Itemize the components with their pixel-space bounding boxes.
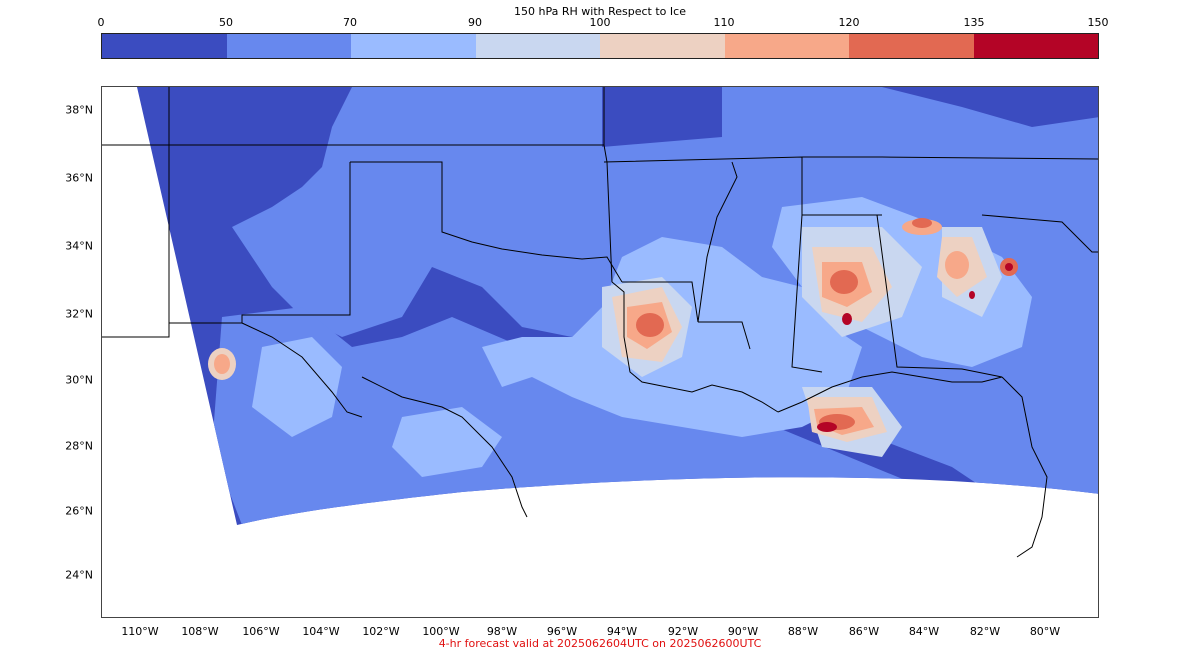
colorbar-segment-6	[849, 34, 974, 58]
lat-label: 30°N	[65, 373, 93, 387]
lon-label: 84°W	[908, 625, 940, 638]
lat-label: 32°N	[65, 307, 93, 321]
colorbar-segment-4	[600, 34, 725, 58]
lon-label: 94°W	[606, 625, 638, 638]
colorbar-segment-0	[102, 34, 227, 58]
state-border	[981, 214, 1098, 253]
lon-label: 92°W	[667, 625, 699, 638]
colorbar-tick-label: 100	[589, 16, 611, 29]
state-border	[802, 156, 1098, 160]
lon-label: 100°W	[422, 625, 460, 638]
state-border	[876, 214, 1003, 378]
state-border	[241, 322, 363, 418]
colorbar-segment-7	[973, 34, 1098, 58]
state-border	[698, 321, 751, 350]
colorbar-tick-label: 120	[838, 16, 860, 29]
coastline	[1001, 376, 1048, 558]
coastline	[611, 281, 779, 413]
state-border	[791, 214, 823, 373]
map-title: 150 hPa RH with Respect to Ice	[514, 5, 686, 18]
colorbar-tick-label: 90	[468, 16, 482, 29]
colorbar-tick-label: 0	[97, 16, 105, 29]
lat-label: 34°N	[65, 239, 93, 253]
rh-field	[137, 87, 1098, 525]
lon-label: 80°W	[1029, 625, 1061, 638]
rh-map	[102, 87, 1098, 558]
state-border	[697, 161, 738, 323]
coastline	[361, 376, 528, 518]
colorbar-segment-5	[724, 34, 849, 58]
lon-label: 82°W	[969, 625, 1001, 638]
colorbar-segment-2	[351, 34, 476, 58]
lon-label: 106°W	[242, 625, 280, 638]
boundaries	[102, 87, 1098, 558]
lat-label: 24°N	[65, 568, 93, 582]
colorbar-segment-1	[226, 34, 351, 58]
lon-label: 108°W	[181, 625, 219, 638]
lon-label: 102°W	[362, 625, 400, 638]
lat-label: 38°N	[65, 103, 93, 117]
state-border	[622, 281, 699, 323]
lon-label: 90°W	[727, 625, 759, 638]
state-border	[102, 322, 242, 338]
colorbar-tick-label: 150	[1087, 16, 1109, 29]
colorbar	[101, 33, 1099, 59]
map-frame[interactable]	[101, 86, 1099, 618]
lat-label: 28°N	[65, 439, 93, 453]
lon-label: 88°W	[787, 625, 819, 638]
colorbar-segment-3	[475, 34, 600, 58]
state-border	[603, 156, 882, 216]
colorbar-tick-label: 70	[343, 16, 357, 29]
colorbar-tick-label: 135	[963, 16, 985, 29]
forecast-valid-note: 4-hr forecast valid at 2025062604UTC on …	[438, 637, 762, 650]
lon-label: 98°W	[486, 625, 518, 638]
lat-label: 26°N	[65, 504, 93, 518]
colorbar-tick-label: 50	[219, 16, 233, 29]
lon-label: 104°W	[302, 625, 340, 638]
lat-label: 36°N	[65, 171, 93, 185]
colorbar-tick-label: 110	[713, 16, 735, 29]
coastline	[777, 371, 1003, 413]
state-border	[241, 162, 351, 323]
lon-label: 86°W	[848, 625, 880, 638]
state-border	[350, 161, 623, 283]
lon-label: 96°W	[546, 625, 578, 638]
lon-label: 110°W	[121, 625, 159, 638]
